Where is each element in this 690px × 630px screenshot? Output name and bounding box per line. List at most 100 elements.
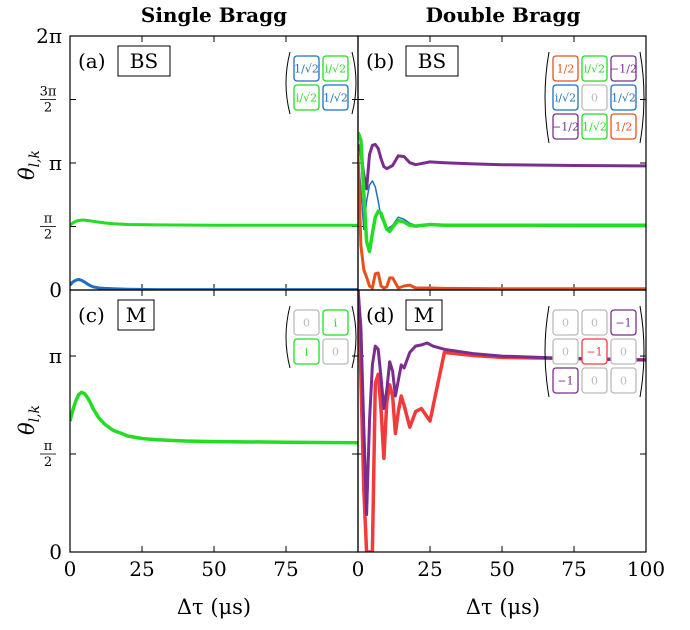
x-tick-label: 100 [627,557,665,581]
panel-label: (a) [78,49,106,73]
svg-text:0: 0 [620,346,627,359]
svg-text:i: i [334,317,338,330]
svg-text:0: 0 [591,317,598,330]
matrix-cell: −1/2 [610,55,637,82]
matrix-inset: 0 0 −1 0 −1 0 −1 0 0 [544,305,645,398]
x-tick-label: 50 [201,557,226,581]
y-tick-label: 3π2 [40,85,57,116]
svg-text:1/√2: 1/√2 [611,92,636,105]
svg-text:−1: −1 [615,317,631,330]
box-label-frame [117,299,155,331]
matrix-inset: 1/√2 i/√2 i/√2 1/√2 [285,51,357,115]
svg-text:−1: −1 [557,375,573,388]
svg-text:2: 2 [44,101,52,116]
matrix-cell: −1 [581,338,608,365]
column-title-single-bragg: Single Bragg [141,3,287,27]
matrix-cell: −1/2 [552,113,579,140]
series-green [70,218,358,227]
matrix-cell: 1/√2 [581,113,608,140]
y-axis-label-bottom: θl,k [15,405,43,435]
svg-text:π: π [44,212,53,227]
svg-text:1/2: 1/2 [557,63,575,76]
svg-text:π: π [44,439,53,454]
matrix-cell: 0 [552,338,579,365]
matrix-cell: 1/√2 [293,55,320,82]
svg-text:1/√2: 1/√2 [294,63,319,76]
svg-text:0: 0 [49,278,62,302]
y-tick-label: 0 [49,540,62,564]
svg-text:1/√2: 1/√2 [582,121,607,134]
box-label-frame [405,299,443,331]
x-axis-label-right: Δτ (μs) [466,595,540,619]
matrix-cell: −1 [610,309,637,336]
matrix-cell: 0 [581,309,608,336]
svg-text:0: 0 [591,92,598,105]
matrix-cell: i/√2 [322,55,349,82]
y-axis-label-top: θl,k [15,150,43,180]
matrix-cell: i/√2 [552,84,579,111]
box-label: BS [418,49,446,73]
x-tick-label: 25 [129,557,154,581]
y-tick-label: 0 [49,278,62,302]
box-label-frame [117,45,171,77]
series-red [358,290,646,552]
series-purple [358,143,646,191]
matrix-cell: 0 [293,309,320,336]
x-tick-label: 75 [561,557,586,581]
matrix-cell: 1/√2 [322,84,349,111]
matrix-cell: i/√2 [581,55,608,82]
svg-text:2: 2 [44,455,52,470]
svg-text:2π: 2π [36,24,62,48]
svg-text:i/√2: i/√2 [296,92,317,105]
plot-frame [357,289,647,553]
matrix-cell: −1 [552,367,579,394]
svg-text:i: i [305,346,309,359]
y-tick-label: π2 [40,212,56,243]
svg-text:−1: −1 [586,346,602,359]
matrix-cell: i [322,309,349,336]
svg-text:−1/2: −1/2 [610,63,637,76]
svg-text:3π: 3π [40,85,57,100]
y-tick-label: 2π [36,24,62,48]
svg-text:−1/2: −1/2 [552,121,579,134]
x-tick-label: 25 [417,557,442,581]
svg-text:0: 0 [332,346,339,359]
svg-text:0: 0 [620,375,627,388]
svg-text:0: 0 [591,375,598,388]
series-purple [358,290,646,517]
matrix-cell: 1/2 [552,55,579,82]
svg-text:i/√2: i/√2 [325,63,346,76]
matrix-cell: i [293,338,320,365]
box-label: M [126,303,146,327]
y-tick-label: π2 [40,439,56,470]
x-axis-label-left: Δτ (μs) [177,595,251,619]
matrix-cell: 0 [610,367,637,394]
y-tick-label: π [49,344,62,368]
matrix-cell: 0 [610,338,637,365]
svg-text:1/√2: 1/√2 [323,92,348,105]
panel-label: (b) [366,49,394,73]
matrix-cell: 1/√2 [610,84,637,111]
panel-label: (c) [78,303,105,327]
matrix-cell: 0 [322,338,349,365]
svg-text:0: 0 [303,317,310,330]
series-orange [358,152,646,290]
matrix-cell: 1/2 [610,113,637,140]
box-label: M [414,303,434,327]
x-tick-label: 50 [489,557,514,581]
matrix-cell: 0 [552,309,579,336]
x-tick-label: 0 [352,557,365,581]
matrix-inset: 0 i i 0 [285,305,357,369]
panel-d: 0 25 50 75 100 (d) M 0 0 −1 0 −1 0 −1 0 0 [352,289,665,581]
y-tick-label: π [49,151,62,175]
matrix-inset: 1/2 i/√2 −1/2i/√2 0 1/√2−1/2 1/√2 1/2 [544,51,645,144]
series-green [70,390,358,445]
svg-text:0: 0 [562,346,569,359]
svg-text:i/√2: i/√2 [584,63,605,76]
x-tick-label: 75 [273,557,298,581]
svg-text:0: 0 [562,317,569,330]
svg-text:1/2: 1/2 [615,121,633,134]
matrix-cell: 0 [581,367,608,394]
